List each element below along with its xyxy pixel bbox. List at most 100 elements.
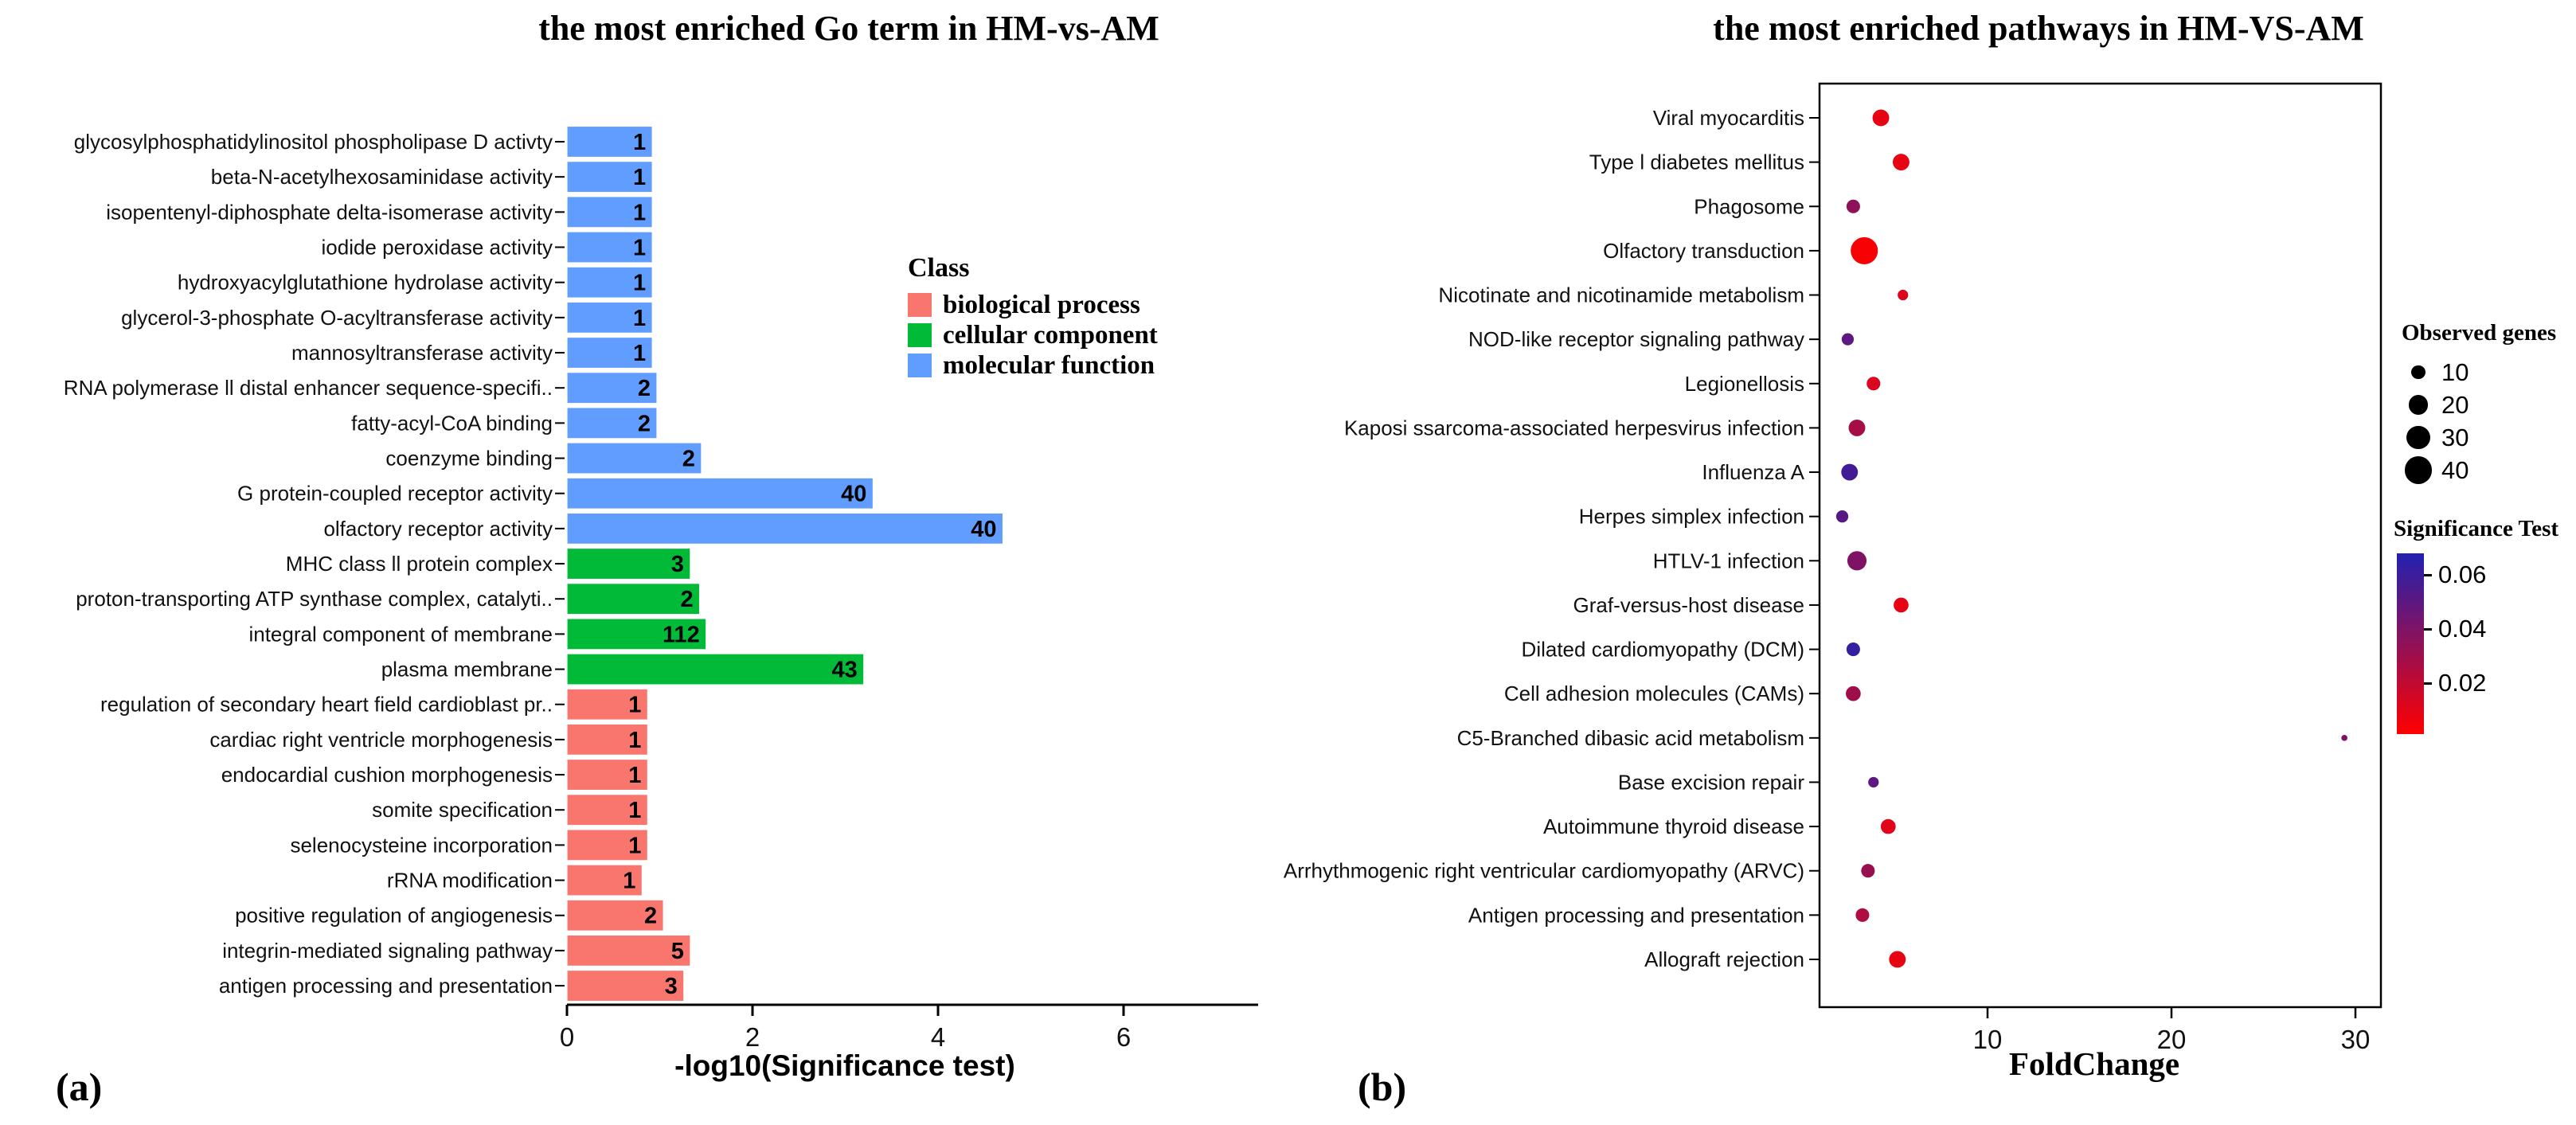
pathway-dot [1847,551,1867,571]
pathway-label: Viral myocarditis [1653,106,1804,130]
go-bar [566,829,648,861]
pathway-label: HTLV-1 infection [1653,549,1804,572]
size-legend-value: 20 [2441,390,2469,419]
pathway-dot [1861,864,1875,878]
go-bar [566,547,691,580]
pathway-label: Autoimmune thyroid disease [1543,814,1804,838]
go-bar-count: 2 [644,904,657,929]
class-legend-swatch [908,354,932,377]
go-bar [566,794,648,826]
size-legend-value: 40 [2441,455,2469,484]
pathway-dot [1868,776,1879,788]
go-term-label: plasma membrane [381,658,553,682]
significance-tick [2424,574,2432,577]
go-bar-count: 112 [663,622,700,647]
go-term-label: rRNA modification [387,869,553,893]
go-bar [566,125,653,158]
class-legend-swatch [908,293,932,317]
pathway-label: Base excision repair [1618,770,1804,794]
class-legend-label: biological process [943,290,1140,319]
observed-genes-legend-item: 40 [2402,454,2556,486]
size-legend-dot [2411,365,2426,380]
class-legend-title: Class [908,253,970,283]
go-bar [566,512,1004,545]
pathway-dot [1872,109,1890,127]
pathway-dot [1889,951,1906,968]
go-bar [566,969,685,1002]
size-dot-column [2402,365,2435,380]
go-bar [566,336,653,369]
pathway-label: Arrhythmogenic right ventricular cardiom… [1284,859,1804,883]
go-bar [566,266,653,299]
pathway-label: Kaposi ssarcoma-associated herpesvirus i… [1344,416,1804,439]
significance-tick-label: 0.06 [2438,561,2487,589]
significance-tick [2424,682,2432,685]
significance-colorbar-wrap: 0.06 0.04 0.02 [2394,553,2553,744]
pathway-dot [1867,377,1881,391]
go-bar-count: 1 [633,271,646,296]
go-bar-count: 3 [671,552,684,577]
go-bar-count: 1 [633,130,646,155]
go-bar-count: 5 [671,939,684,964]
go-bar-count: 2 [682,447,695,472]
go-bar [566,583,701,615]
pathway-label: C5-Branched dibasic acid metabolism [1457,726,1804,750]
size-dot-column [2402,425,2435,450]
go-bar-count: 1 [628,763,641,788]
go-term-label: cardiac right ventricle morphogenesis [209,728,553,752]
observed-genes-legend: Observed genes 10 20 30 40 [2402,320,2556,486]
go-bar-count: 2 [680,587,693,612]
pathway-label: Herpes simplex infection [1579,505,1804,529]
go-bar-count: 1 [628,833,641,858]
pathway-label: Legionellosis [1685,372,1804,396]
panel-a-x-tick-label: 6 [1116,1022,1131,1052]
significance-legend-title: Significance Test [2394,516,2559,541]
panel-b-x-tick-label: 30 [2341,1025,2371,1054]
pathway-label: Nicotinate and nicotinamide metabolism [1438,283,1804,307]
go-bar [566,758,648,791]
size-legend-value: 10 [2441,357,2469,386]
class-legend-item: molecular function [908,350,1158,381]
size-dot-column [2402,395,2435,415]
go-term-label: hydroxyacylglutathione hydrolase activit… [178,271,553,295]
panel-a-x-tick-label: 0 [560,1022,574,1052]
class-legend-items: biological process cellular component mole… [908,290,1158,381]
go-term-label: integral component of membrane [248,622,553,646]
panel-a-x-tick-label: 2 [745,1022,760,1052]
panel-a-title: the most enriched Go term in HM-vs-AM [538,9,1159,48]
panel-b-title: the most enriched pathways in HM-VS-AM [1713,9,2364,48]
go-bar-count: 3 [665,974,678,999]
pathway-dot [1894,597,1909,613]
size-legend-value: 30 [2441,423,2469,451]
significance-colorbar [2397,553,2424,734]
significance-tick-label: 0.02 [2438,668,2487,697]
go-term-label: endocardial cushion morphogenesis [221,763,553,787]
go-term-label: integrin-mediated signaling pathway [222,939,553,963]
go-term-label: MHC class ll protein complex [286,552,553,576]
observed-genes-legend-item: 30 [2402,421,2556,454]
go-term-label: selenocysteine incorporation [290,833,553,857]
go-bar-count: 1 [628,728,641,753]
panel-b-x-axis-label: FoldChange [2008,1045,2180,1082]
go-bar-count: 40 [971,517,996,542]
pathway-label: Antigen processing and presentation [1468,903,1804,927]
go-bar [566,688,648,721]
go-bar-count: 1 [633,200,646,225]
go-bar [566,407,658,439]
significance-legend: Significance Test 0.06 0.04 0.02 [2394,516,2558,744]
pathway-label: NOD-like receptor signaling pathway [1468,327,1804,351]
go-bar [566,477,874,510]
go-term-label: positive regulation of angiogenesis [235,904,553,928]
size-legend-dot [2404,456,2433,484]
go-bar-count: 1 [623,869,635,894]
class-legend-swatch [908,323,932,347]
pathway-label: Allograft rejection [1644,947,1804,971]
pathway-dot [1898,289,1909,301]
panel-b-tag: (b) [1358,1064,1407,1109]
go-bar-count: 1 [628,693,641,718]
go-term-label: RNA polymerase ll distal enhancer sequen… [64,376,553,400]
go-term-label: proton-transporting ATP synthase complex… [76,587,553,611]
go-bar [566,618,707,650]
